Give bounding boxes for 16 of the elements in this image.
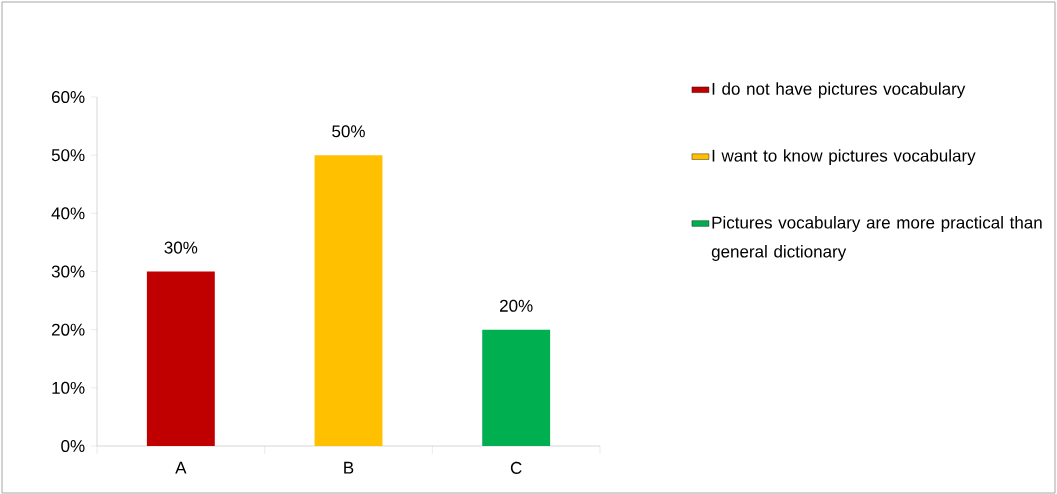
data-label: 20% xyxy=(500,299,533,312)
y-tick-label: 20% xyxy=(51,323,85,336)
y-tick-label: 30% xyxy=(51,265,85,278)
data-label: 30% xyxy=(164,241,198,254)
x-tick-label: B xyxy=(344,461,354,474)
legend-label: I want to know pictures vocabulary xyxy=(712,149,976,166)
x-tick-label: A xyxy=(175,461,187,474)
legend-label: Pictures vocabulary are more practical than general dictionary xyxy=(711,216,1042,261)
legend-label: I do not have pictures vocabulary xyxy=(712,82,966,99)
y-tick-label: 10% xyxy=(52,381,85,394)
y-tick-label: 40% xyxy=(51,207,85,220)
x-tick-label: C xyxy=(510,461,522,474)
y-tick-label: 0% xyxy=(61,439,85,453)
y-tick-label: 50% xyxy=(51,149,85,162)
data-label: 50% xyxy=(332,125,365,138)
y-tick-label: 60% xyxy=(51,90,85,104)
